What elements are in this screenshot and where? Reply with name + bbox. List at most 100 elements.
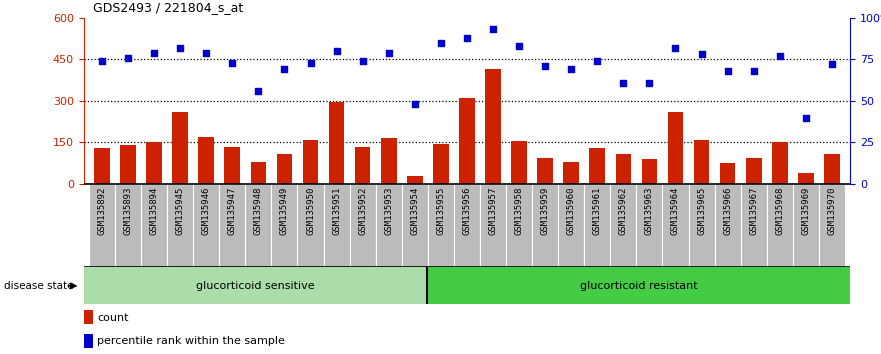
Bar (459, 98, 475, 184)
Bar (219, 184, 245, 267)
Text: GSM135947: GSM135947 (228, 187, 237, 235)
Bar (427, 267, 850, 304)
Text: GSM135945: GSM135945 (175, 187, 185, 235)
Point (433, 40, 448, 45)
Bar (225, 147, 241, 184)
Point (381, 50, 396, 56)
Bar (532, 184, 559, 267)
Text: disease state: disease state (4, 281, 74, 291)
Text: GSM135951: GSM135951 (332, 187, 341, 235)
Bar (94, 148, 110, 184)
Bar (381, 138, 396, 184)
Point (617, 80, 631, 85)
Bar (402, 184, 428, 267)
Bar (616, 154, 631, 184)
Bar (84, 334, 93, 348)
Point (747, 68, 761, 74)
Point (669, 45, 683, 51)
Bar (537, 158, 553, 184)
Point (486, 27, 500, 32)
Bar (173, 112, 188, 184)
Text: GSM135958: GSM135958 (515, 187, 523, 235)
Bar (250, 162, 266, 184)
Bar (120, 145, 136, 184)
Point (303, 60, 317, 65)
Bar (714, 184, 741, 267)
Text: glucorticoid sensitive: glucorticoid sensitive (196, 281, 315, 291)
Bar (329, 102, 344, 184)
Point (173, 45, 187, 51)
Bar (506, 184, 532, 267)
Point (512, 43, 526, 49)
Point (121, 55, 135, 61)
Bar (84, 267, 427, 304)
Bar (193, 184, 219, 267)
Bar (84, 310, 93, 324)
Text: GSM135949: GSM135949 (280, 187, 289, 235)
Bar (428, 184, 454, 267)
Bar (480, 184, 506, 267)
Text: GSM135970: GSM135970 (827, 187, 836, 235)
Bar (277, 154, 292, 184)
Bar (115, 184, 141, 267)
Text: GSM135962: GSM135962 (618, 187, 628, 235)
Point (95, 58, 109, 64)
Bar (146, 143, 162, 184)
Text: GSM135966: GSM135966 (723, 187, 732, 235)
Bar (198, 137, 214, 184)
Text: GSM135950: GSM135950 (306, 187, 315, 235)
Bar (563, 162, 579, 184)
Text: GSM135959: GSM135959 (541, 187, 550, 235)
Bar (746, 158, 761, 184)
Point (408, 101, 422, 107)
Point (147, 50, 161, 56)
Bar (611, 184, 636, 267)
Text: GSM135956: GSM135956 (463, 187, 471, 235)
Text: GSM135948: GSM135948 (254, 187, 263, 235)
Point (694, 51, 708, 57)
Point (356, 58, 370, 64)
Point (199, 50, 213, 56)
Text: GSM135892: GSM135892 (98, 187, 107, 235)
Bar (824, 154, 840, 184)
Text: GSM135953: GSM135953 (384, 187, 393, 235)
Bar (584, 184, 611, 267)
Point (773, 53, 787, 59)
Bar (589, 148, 605, 184)
Text: GSM135960: GSM135960 (566, 187, 575, 235)
Bar (793, 184, 818, 267)
Bar (693, 140, 709, 184)
Bar (689, 184, 714, 267)
Point (721, 68, 735, 74)
Bar (511, 141, 527, 184)
Text: GSM135961: GSM135961 (593, 187, 602, 235)
Text: GSM135955: GSM135955 (436, 187, 446, 235)
Bar (350, 184, 375, 267)
Text: GSM135946: GSM135946 (202, 187, 211, 235)
Point (460, 35, 474, 40)
Bar (559, 184, 584, 267)
Point (226, 60, 240, 65)
Bar (641, 159, 657, 184)
Text: GSM135969: GSM135969 (802, 187, 811, 235)
Text: GSM135964: GSM135964 (671, 187, 680, 235)
Bar (298, 184, 323, 267)
Text: percentile rank within the sample: percentile rank within the sample (97, 336, 285, 346)
Bar (454, 184, 480, 267)
Text: GSM135967: GSM135967 (749, 187, 759, 235)
Bar (663, 184, 689, 267)
Bar (766, 184, 793, 267)
Point (642, 80, 656, 85)
Bar (741, 184, 766, 267)
Point (825, 62, 839, 67)
Text: GSM135954: GSM135954 (411, 187, 419, 235)
Text: GSM135894: GSM135894 (150, 187, 159, 235)
Point (799, 115, 813, 120)
Bar (375, 184, 402, 267)
Bar (407, 176, 423, 184)
Bar (772, 143, 788, 184)
Text: GSM135952: GSM135952 (359, 187, 367, 235)
Text: GSM135893: GSM135893 (123, 187, 132, 235)
Text: GDS2493 / 221804_s_at: GDS2493 / 221804_s_at (93, 1, 243, 14)
Bar (323, 184, 350, 267)
